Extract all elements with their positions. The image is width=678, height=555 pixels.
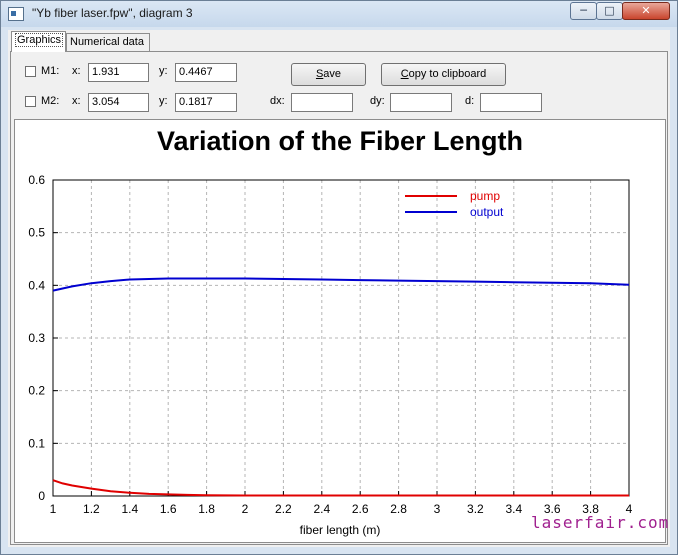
watermark: laserfair.com [531,513,670,532]
series-line-pump [52,479,629,497]
chart-svg: Variation of the Fiber Length fiber leng… [28,126,632,537]
x-tick-label: 3.6 [544,502,561,516]
x-tick-label: 1.6 [160,502,177,516]
x-tick-label: 2.2 [275,502,292,516]
y-tick-label: 0.5 [28,226,45,240]
m1-label: M1: [41,65,60,77]
close-button[interactable]: ✕ [622,2,670,20]
x-tick-label: 1 [50,502,57,516]
m2-checkbox[interactable] [25,96,36,107]
y-tick-label: 0.1 [28,436,45,450]
minimize-button[interactable]: ─ [570,2,597,20]
tab-numerical-data[interactable]: Numerical data [66,33,150,51]
save-button-label: ave [323,68,342,80]
series-line-output [52,277,630,292]
copy-to-clipboard-button[interactable]: Copy to clipboard [381,63,506,86]
save-button-mnemonic: S [315,68,324,80]
x-tick-label: 3.4 [505,502,522,516]
save-button[interactable]: Save [291,63,366,86]
copy-button-label: opy to clipboard [408,68,487,80]
y-tick-label: 0.2 [28,384,45,398]
dx-field[interactable] [291,93,353,112]
y-tick-label: 0.4 [28,278,45,292]
window-title: "Yb fiber laser.fpw", diagram 3 [32,6,193,20]
legend-label-output: output [470,205,504,219]
x-tick-label: 1.4 [121,502,138,516]
m2-x-field[interactable]: 3.054 [88,93,149,112]
title-bar[interactable]: "Yb fiber laser.fpw", diagram 3 ─ □ ✕ [1,1,677,27]
tab-graphics-label: Graphics [15,33,64,47]
tick-layer: 1 1.2 1.4 1.6 1.8 2 2.2 2.4 2.6 2.8 3 3.2 3.4 3.6 3.8 4… [28,173,632,516]
x-tick-label: 2.6 [352,502,369,516]
m1-x-label: x: [72,65,81,77]
plot-area: Variation of the Fiber Length fiber leng… [14,119,666,543]
x-tick-label: 3.2 [467,502,484,516]
dx-label: dx: [270,95,285,107]
m1-x-field[interactable]: 1.931 [88,63,149,82]
x-tick-label: 4 [626,502,633,516]
m2-label: M2: [41,95,60,107]
m2-y-label: y: [159,95,168,107]
m1-checkbox[interactable] [25,66,36,77]
grid-layer [52,179,630,497]
y-tick-label: 0.6 [28,173,45,187]
x-tick-label: 2.8 [390,502,407,516]
app-icon[interactable] [8,7,24,21]
chart-title: Variation of the Fiber Length [157,126,523,156]
copy-button-mnemonic: C [400,68,409,80]
x-tick-label: 3.8 [582,502,599,516]
maximize-button[interactable]: □ [596,2,623,20]
d-label: d: [465,95,475,107]
legend-label-pump: pump [470,189,500,203]
y-tick-label: 0 [38,489,45,503]
tab-graphics[interactable]: Graphics [11,31,66,52]
d-field[interactable] [480,93,542,112]
x-tick-label: 3 [434,502,441,516]
x-tick-label: 1.2 [83,502,100,516]
dy-field[interactable] [390,93,452,112]
m2-y-field[interactable]: 0.1817 [175,93,237,112]
legend: pump output [405,189,504,219]
dy-label: dy: [370,95,385,107]
y-tick-label: 0.3 [28,331,45,345]
x-tick-label: 2 [242,502,249,516]
m1-y-label: y: [159,65,168,77]
m2-x-label: x: [72,95,81,107]
series-layer [52,277,630,497]
x-axis-label: fiber length (m) [300,523,381,537]
x-tick-label: 2.4 [313,502,330,516]
m1-y-field[interactable]: 0.4467 [175,63,237,82]
x-tick-label: 1.8 [198,502,215,516]
